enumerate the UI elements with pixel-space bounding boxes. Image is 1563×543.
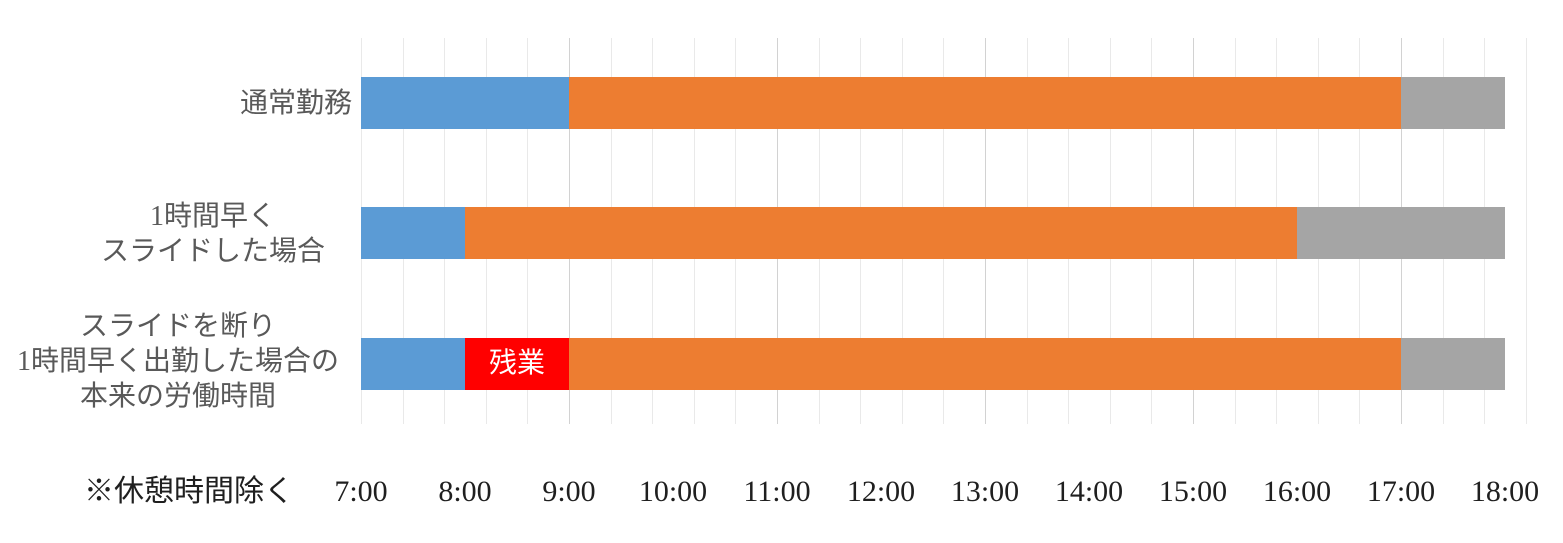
- break-time-note: ※休憩時間除く: [84, 475, 294, 508]
- row-label-slid-one-hour-earlier: 1時間早く スライドした場合: [0, 199, 352, 269]
- row-label-line: スライドした場合: [100, 236, 325, 267]
- minor-gridline: [1526, 38, 1527, 424]
- x-axis-tick-label: 8:00: [438, 475, 492, 508]
- bar-segment-refused-slide-original-hours-orange: [569, 338, 1401, 390]
- x-axis-tick-label: 13:00: [950, 475, 1020, 508]
- bar-segment-refused-slide-original-hours-blue: [361, 338, 465, 390]
- x-axis-tick-label: 10:00: [638, 475, 708, 508]
- x-axis: 7:00 8:00 9:00 10:00 11:00 12:00 13:00 14:00 15:…: [0, 474, 1563, 518]
- bar-segment-slid-one-hour-earlier-blue: [361, 207, 465, 259]
- row-label-line: 1時間早く: [149, 201, 276, 232]
- x-axis-tick-label: 16:00: [1262, 475, 1332, 508]
- x-axis-tick-label: 11:00: [743, 475, 811, 508]
- plot-area: 残業: [361, 38, 1527, 424]
- bar-segment-normal-work-gray: [1401, 77, 1505, 129]
- x-axis-tick-label: 14:00: [1054, 475, 1124, 508]
- bar-segment-refused-slide-original-hours-gray: [1401, 338, 1505, 390]
- x-axis-tick-label: 17:00: [1366, 475, 1436, 508]
- overtime-label: 残業: [488, 348, 545, 379]
- row-label-refused-slide: スライドを断り 1時間早く出勤した場合の 本来の労働時間: [0, 309, 352, 414]
- x-axis-tick-label: 12:00: [846, 475, 916, 508]
- bar-segment-refused-slide-original-hours-red: 残業: [465, 338, 569, 390]
- bar-segment-normal-work-orange: [569, 77, 1401, 129]
- bar-segment-normal-work-blue: [361, 77, 569, 129]
- x-axis-tick-label: 15:00: [1158, 475, 1228, 508]
- bar-segment-slid-one-hour-earlier-gray: [1297, 207, 1505, 259]
- row-label-normal-work: 通常勤務: [0, 86, 352, 121]
- row-label-line: 本来の労働時間: [79, 381, 276, 412]
- x-axis-tick-label: 9:00: [542, 475, 596, 508]
- row-label-line: スライドを断り: [79, 311, 276, 342]
- x-axis-tick-label: 18:00: [1470, 475, 1540, 508]
- row-label-line: 通常勤務: [239, 88, 352, 119]
- x-axis-tick-label: 7:00: [334, 475, 388, 508]
- bar-segment-slid-one-hour-earlier-orange: [465, 207, 1297, 259]
- row-label-line: 1時間早く出勤した場合の: [16, 346, 339, 377]
